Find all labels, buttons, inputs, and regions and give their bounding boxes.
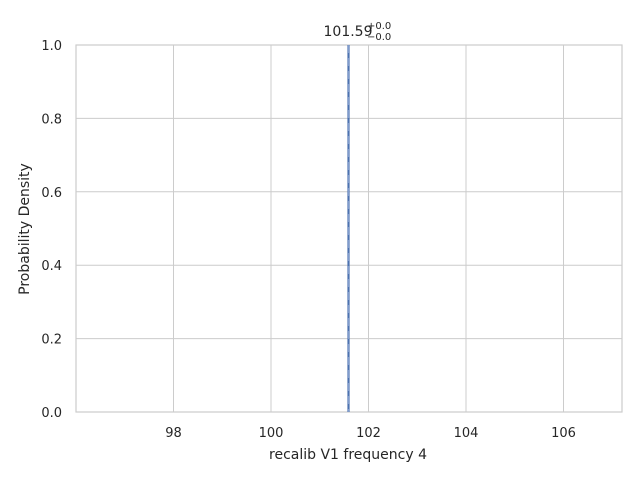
y-tick-label: 0.4 (41, 259, 62, 274)
y-tick-label: 0.8 (41, 112, 62, 127)
median-annotation-lower: −0.0 (367, 32, 391, 43)
x-axis-ticks: 98 100 102 104 106 (165, 426, 576, 441)
y-tick-label: 1.0 (41, 39, 62, 54)
x-tick-label: 100 (259, 426, 284, 441)
x-axis-label: recalib V1 frequency 4 (269, 447, 427, 463)
x-tick-label: 104 (454, 426, 479, 441)
median-annotation-upper: +0.0 (367, 21, 391, 32)
x-tick-label: 102 (356, 426, 381, 441)
median-annotation-value: 101.59 (324, 24, 373, 40)
median-annotation: 101.59 (324, 24, 373, 40)
y-axis-label: Probability Density (17, 163, 33, 295)
y-axis-ticks: 0.0 0.2 0.4 0.6 0.8 1.0 (41, 39, 62, 421)
x-tick-label: 98 (165, 426, 182, 441)
x-tick-label: 106 (551, 426, 576, 441)
y-tick-label: 0.2 (41, 333, 62, 348)
y-tick-label: 0.0 (41, 406, 62, 421)
y-tick-label: 0.6 (41, 186, 62, 201)
